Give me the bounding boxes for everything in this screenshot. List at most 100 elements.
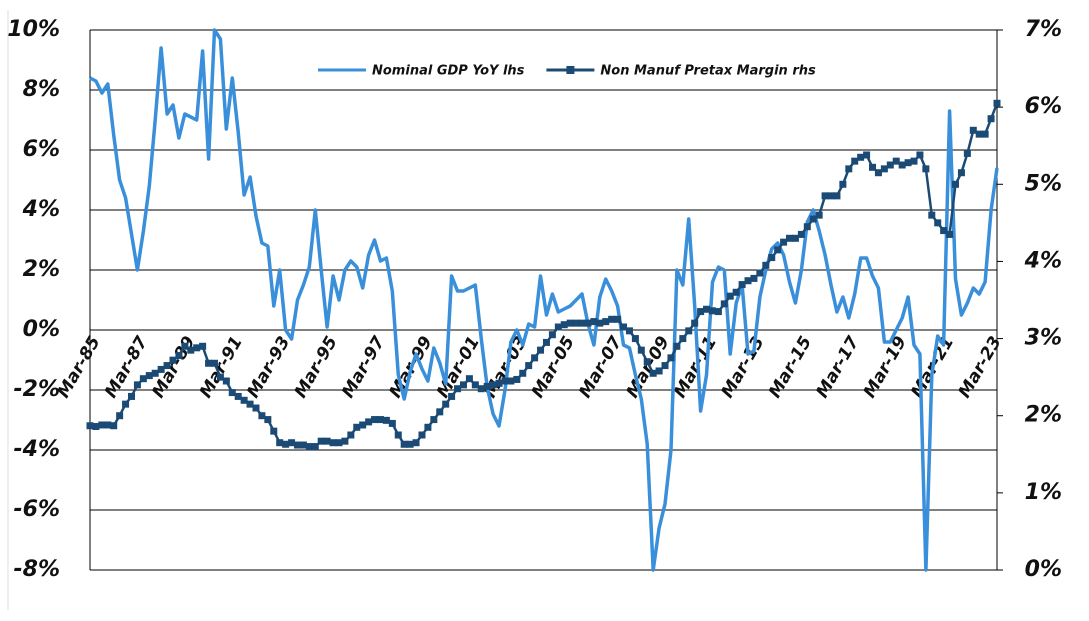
- marker: [394, 431, 402, 439]
- marker: [910, 157, 918, 165]
- marker: [608, 315, 616, 323]
- marker: [969, 126, 977, 134]
- marker: [566, 319, 574, 327]
- marker: [940, 227, 948, 235]
- marker: [845, 165, 853, 173]
- marker: [382, 416, 390, 424]
- marker: [104, 421, 112, 429]
- marker: [703, 305, 711, 313]
- marker: [495, 379, 503, 387]
- marker: [519, 369, 527, 377]
- marker: [430, 416, 438, 424]
- marker: [898, 161, 906, 169]
- marker: [299, 441, 307, 449]
- marker: [234, 392, 242, 400]
- marker: [293, 441, 301, 449]
- marker: [786, 234, 794, 242]
- marker: [376, 416, 384, 424]
- marker: [946, 230, 954, 238]
- marker: [880, 165, 888, 173]
- marker: [193, 344, 201, 352]
- x-tick-label: Mar-17: [812, 333, 863, 402]
- marker: [833, 192, 841, 200]
- marker: [780, 238, 788, 246]
- marker: [335, 439, 343, 447]
- marker: [216, 373, 224, 381]
- marker: [874, 169, 882, 177]
- marker: [768, 254, 776, 262]
- marker: [620, 323, 628, 331]
- marker: [110, 422, 118, 430]
- marker: [673, 342, 681, 350]
- marker: [815, 211, 823, 219]
- marker: [459, 381, 467, 389]
- marker: [922, 165, 930, 173]
- marker: [821, 192, 829, 200]
- marker: [205, 359, 213, 367]
- marker: [288, 439, 296, 447]
- marker: [661, 362, 669, 370]
- y-tick-label: 2%: [23, 257, 60, 282]
- marker: [744, 277, 752, 285]
- marker: [590, 318, 598, 326]
- marker: [869, 163, 877, 171]
- legend-marker: [566, 66, 575, 74]
- marker: [981, 130, 989, 138]
- marker: [157, 365, 165, 373]
- marker: [655, 367, 663, 375]
- marker: [531, 354, 539, 362]
- marker: [388, 419, 396, 427]
- marker: [341, 437, 349, 445]
- marker: [803, 223, 811, 231]
- marker: [323, 437, 331, 445]
- marker: [993, 99, 1001, 107]
- marker: [240, 396, 248, 404]
- marker: [181, 342, 189, 350]
- marker: [542, 338, 550, 346]
- y-tick-label: 8%: [23, 77, 60, 102]
- marker: [210, 359, 218, 367]
- marker: [637, 346, 645, 354]
- marker: [602, 318, 610, 326]
- y2-tick-label: 0%: [1025, 557, 1062, 582]
- marker: [116, 412, 124, 420]
- marker: [928, 211, 936, 219]
- marker: [649, 369, 657, 377]
- marker: [952, 180, 960, 188]
- marker: [92, 423, 100, 431]
- y2-tick-label: 2%: [1025, 403, 1062, 428]
- x-tick-label: Mar-15: [765, 333, 816, 401]
- marker: [797, 230, 805, 238]
- marker: [578, 319, 586, 327]
- marker: [537, 346, 545, 354]
- marker: [732, 288, 740, 296]
- marker: [851, 157, 859, 165]
- marker: [685, 327, 693, 335]
- y2-tick-label: 7%: [1025, 17, 1062, 42]
- marker: [418, 431, 426, 439]
- x-tick-label: Mar-93: [243, 333, 294, 401]
- x-tick-label: Mar-85: [54, 333, 105, 401]
- marker: [276, 439, 284, 447]
- series-line: [89, 28, 999, 572]
- x-tick-label: Mar-13: [718, 333, 769, 401]
- x-tick-label: Mar-95: [291, 333, 342, 401]
- marker: [448, 392, 456, 400]
- marker: [756, 269, 764, 277]
- marker: [809, 215, 817, 223]
- marker: [222, 377, 230, 385]
- marker: [329, 439, 337, 447]
- marker: [839, 180, 847, 188]
- marker: [863, 151, 871, 159]
- x-tick-label: Mar-89: [148, 333, 199, 402]
- x-tick-label: Mar-97: [338, 333, 389, 402]
- marker: [436, 408, 444, 416]
- marker: [169, 356, 177, 364]
- marker: [412, 439, 420, 447]
- x-tick-label: Mar-07: [575, 333, 626, 402]
- y2-tick-label: 5%: [1025, 171, 1062, 196]
- y2-tick-label: 6%: [1025, 94, 1062, 119]
- marker: [139, 375, 147, 383]
- marker: [489, 381, 497, 389]
- marker: [714, 308, 722, 316]
